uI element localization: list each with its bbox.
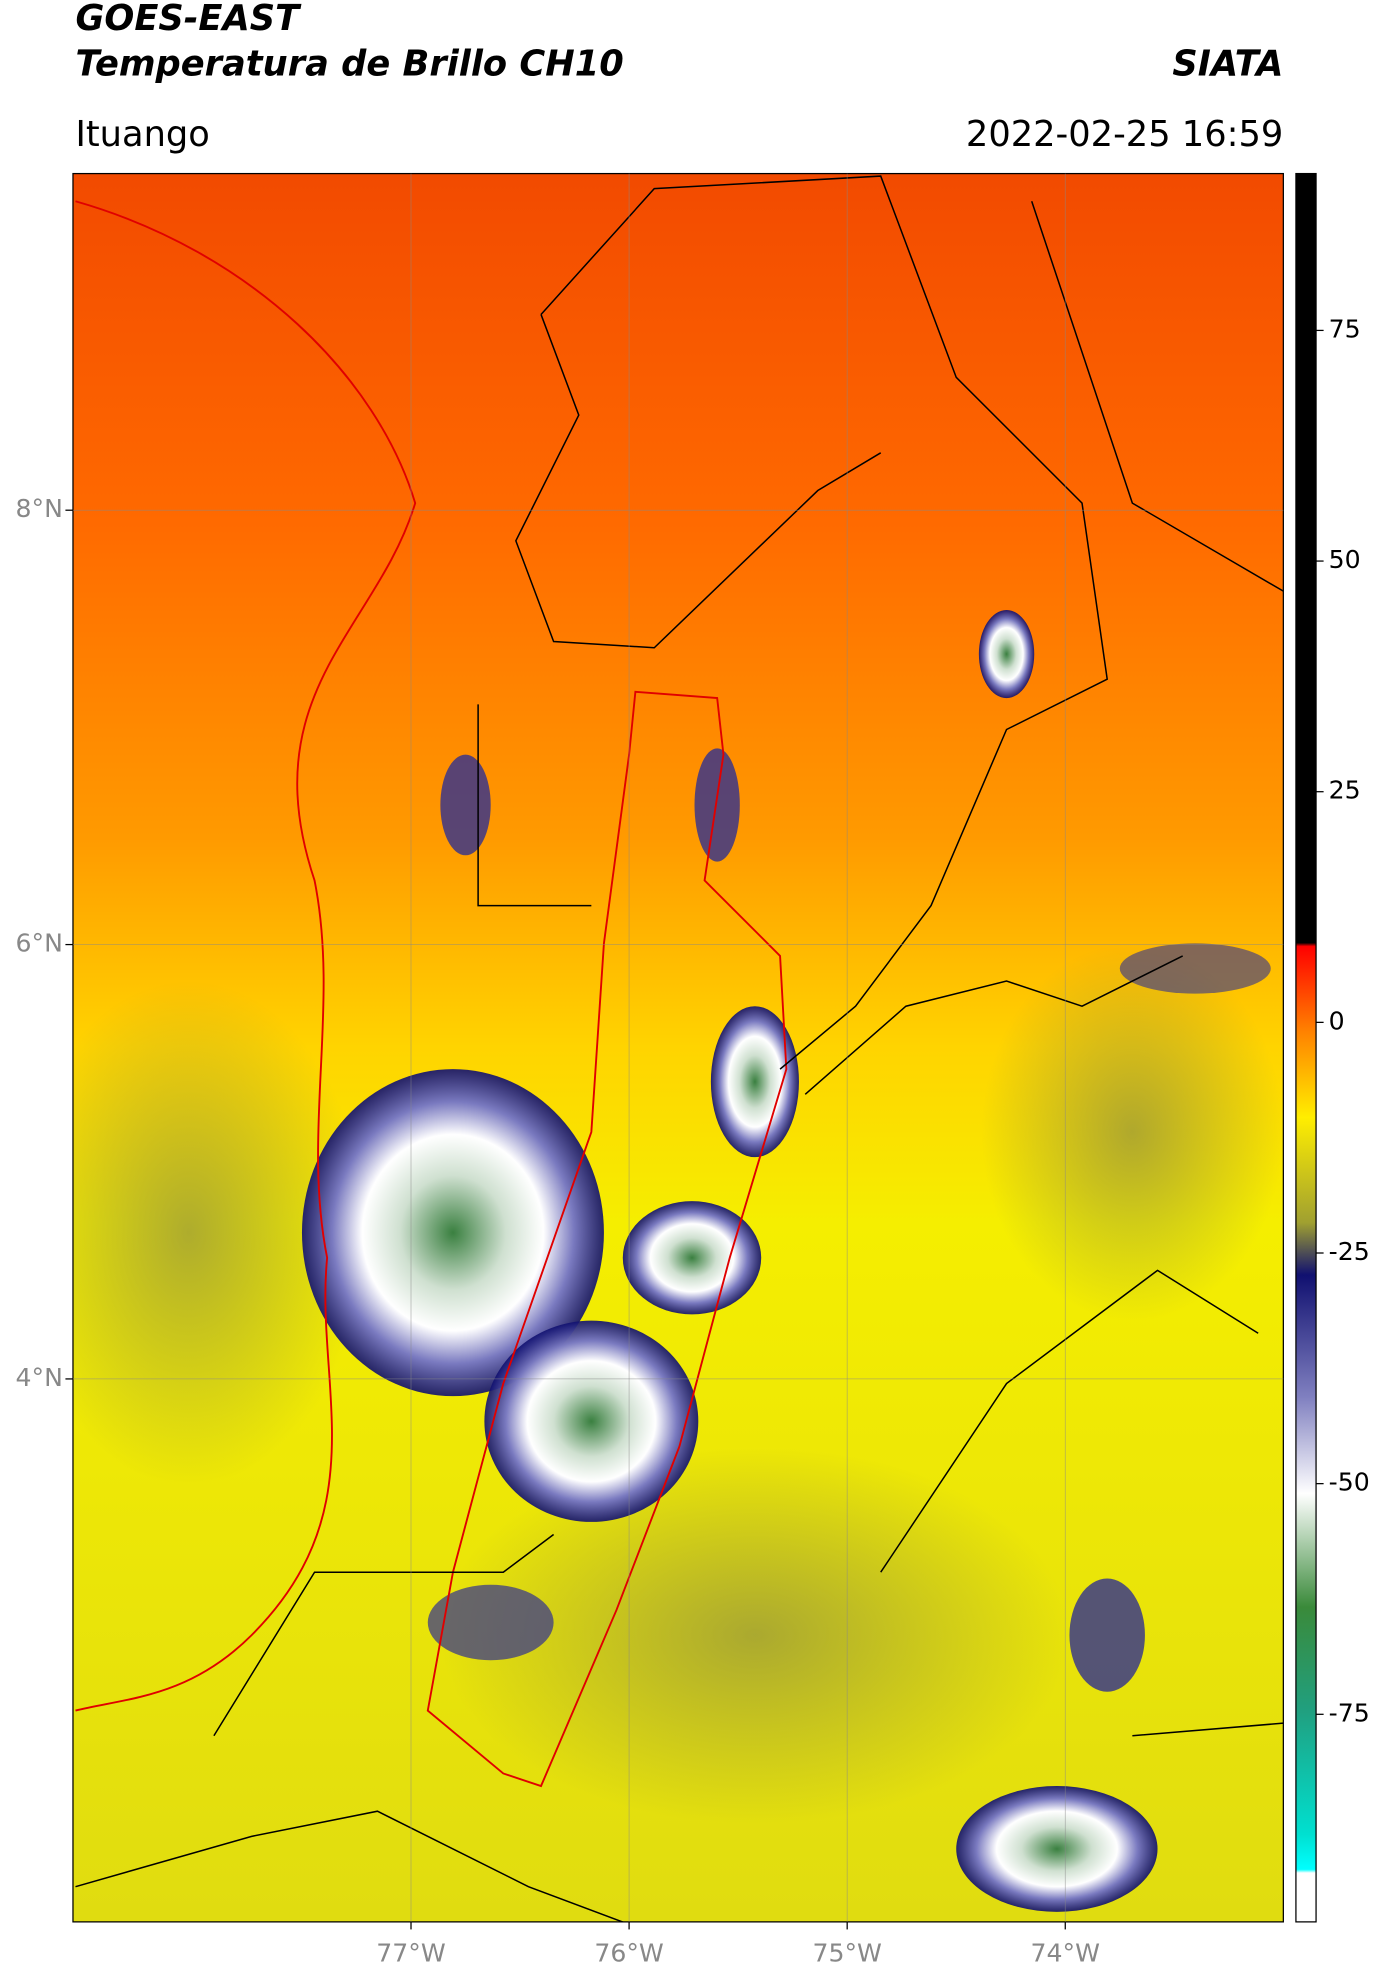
colorbar-tick-label: -50 [1329,1468,1370,1497]
datetime: 2022-02-25 16:59 [966,114,1283,155]
x-tick-label: 74°W [1031,1939,1101,1968]
source: SIATA [1172,43,1283,84]
colorbar-tick-label: 50 [1329,545,1361,574]
x-tick-label: 76°W [594,1939,664,1968]
title: GOES-EAST [75,0,302,39]
colorbar-tick-label: 75 [1329,314,1361,343]
subtitle: Temperatura de Brillo CH10 [75,43,623,84]
colorbar-tick-label: -25 [1329,1237,1370,1266]
y-tick-label: 6°N [16,929,63,958]
y-tick-label: 8°N [16,494,63,523]
colorbar-tick-label: 25 [1329,776,1361,805]
map-frame [72,172,1284,1923]
location: Ituango [75,114,209,155]
colorbar-tick-label: -75 [1329,1698,1370,1727]
map-image [72,173,1284,1922]
x-tick-label: 77°W [376,1939,446,1968]
y-tick-label: 4°N [16,1363,63,1392]
colorbar-tick-label: 0 [1329,1006,1345,1035]
colorbar [1295,172,1317,1923]
x-tick-label: 75°W [812,1939,882,1968]
